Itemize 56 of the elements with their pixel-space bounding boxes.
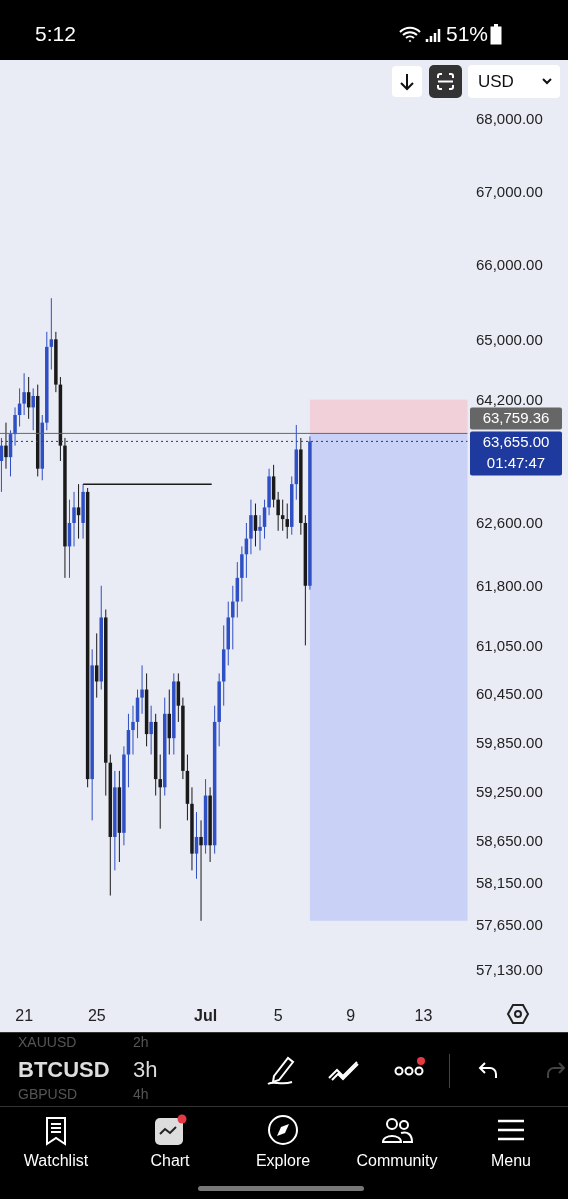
candlestick (149, 705, 153, 756)
text: 2h (133, 1034, 149, 1050)
candlestick (240, 545, 244, 603)
candlestick (131, 705, 135, 756)
y-tick-label: 57,650.00 (476, 916, 543, 934)
ref-line-label: 63,655.00 (482, 433, 550, 451)
y-tick-label: 61,050.00 (476, 636, 543, 654)
x-tick-label: 9 (346, 1007, 356, 1024)
x-tick-label: 21 (15, 1007, 34, 1024)
text: Community (355, 1152, 439, 1170)
x-tick-label: 25 (87, 1007, 106, 1024)
candlestick (31, 387, 35, 431)
candlestick (22, 372, 26, 416)
text: GBPUSD (18, 1086, 78, 1102)
text: 5:12 (35, 22, 76, 46)
x-tick-label: Jul (194, 1007, 218, 1024)
candlestick (231, 585, 235, 650)
y-tick-label: 66,000.00 (476, 256, 543, 274)
candlestick (276, 491, 280, 532)
text: 4h (133, 1086, 149, 1102)
text: Explore (254, 1152, 312, 1170)
candlestick (13, 406, 17, 447)
candlestick (158, 754, 162, 830)
candlestick (72, 491, 76, 547)
text: 01:47:47 (486, 454, 546, 472)
y-tick-label: 58,650.00 (476, 832, 543, 850)
y-tick-label: 60,450.00 (476, 684, 543, 702)
y-tick-label: 59,250.00 (476, 782, 543, 800)
candlestick (285, 503, 289, 540)
text: 51% (446, 22, 489, 46)
candlestick (199, 819, 203, 922)
x-tick-label: 5 (273, 1007, 283, 1024)
candlestick (49, 297, 54, 370)
text: Chart (149, 1152, 191, 1170)
y-tick-label: 58,150.00 (476, 874, 543, 892)
y-tick-label: 62,600.00 (476, 514, 543, 532)
candlestick (140, 664, 144, 715)
y-tick-label: 68,000.00 (476, 110, 543, 128)
text: USD (478, 72, 514, 92)
text: XAUUSD (18, 1034, 77, 1050)
text: Watchlist (22, 1152, 90, 1170)
text: 3h (133, 1057, 158, 1083)
text: Menu (490, 1152, 532, 1170)
y-tick-label: 59,850.00 (476, 733, 543, 751)
y-tick-label: 67,000.00 (476, 182, 543, 200)
candlestick (4, 422, 8, 470)
candlestick (0, 437, 4, 493)
y-tick-label: 61,800.00 (476, 577, 543, 595)
y-tick-label: 57,130.00 (476, 960, 543, 978)
ref-line-label: 63,759.36 (482, 409, 550, 427)
x-tick-label: 13 (414, 1007, 433, 1024)
y-tick-label: 64,200.00 (476, 391, 543, 409)
candlestick (249, 499, 253, 555)
y-tick-label: 65,000.00 (476, 330, 543, 348)
text: BTCUSD (18, 1057, 110, 1083)
candlestick (258, 514, 262, 551)
